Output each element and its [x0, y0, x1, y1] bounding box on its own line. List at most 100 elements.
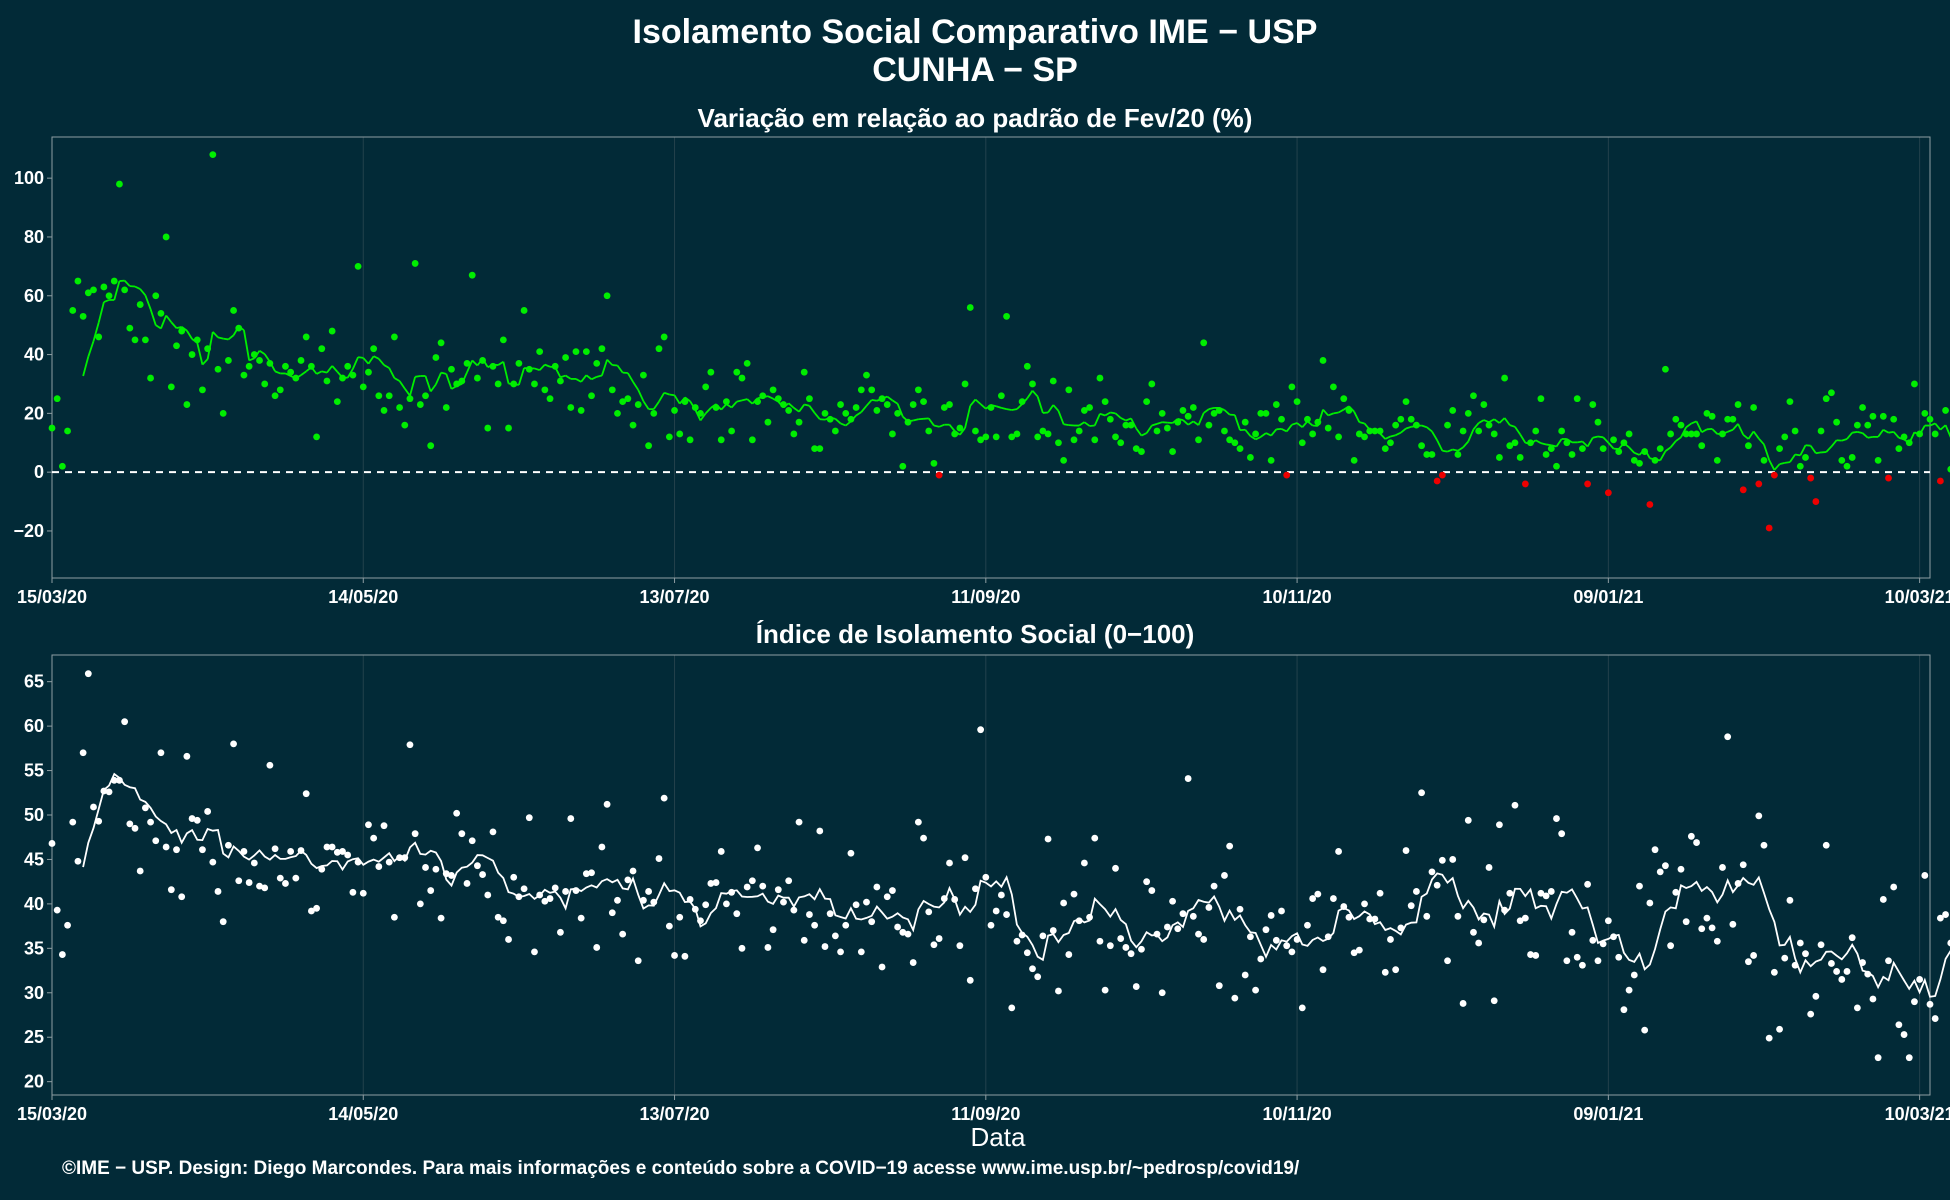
variation-point — [494, 380, 502, 388]
variation-point — [930, 459, 938, 467]
variation-point — [780, 401, 787, 408]
variation-trend-segment — [1104, 411, 1111, 417]
index-point — [1765, 1034, 1773, 1042]
variation-point — [1376, 427, 1384, 435]
variation-point — [1444, 421, 1451, 429]
variation-point — [598, 345, 606, 353]
variation-point — [1008, 433, 1016, 441]
variation-point — [64, 427, 71, 435]
index-point — [1874, 1054, 1882, 1062]
variation-point — [665, 433, 673, 441]
variation-point — [131, 336, 139, 344]
variation-point — [385, 392, 393, 400]
variation-point — [764, 418, 772, 426]
variation-trend-segment — [1120, 417, 1127, 422]
variation-point — [1547, 445, 1555, 453]
variation-point — [100, 283, 108, 291]
variation-point — [972, 427, 979, 435]
index-point — [873, 883, 881, 891]
variation-point — [287, 368, 295, 376]
index-point — [1257, 955, 1265, 963]
variation-point — [1703, 409, 1711, 417]
index-point — [956, 942, 964, 950]
index-x-tick-label: 09/01/21 — [1573, 1104, 1643, 1124]
variation-point — [95, 333, 103, 341]
index-point — [748, 877, 756, 885]
variation-point — [271, 392, 279, 400]
variation-point — [1200, 339, 1208, 347]
variation-point — [1112, 433, 1119, 441]
index-point — [453, 809, 461, 817]
index-point — [302, 790, 310, 798]
variation-point — [904, 418, 912, 426]
index-point — [1241, 971, 1249, 979]
variation-point — [1262, 409, 1270, 417]
index-point — [557, 928, 564, 936]
index-point — [1573, 953, 1581, 961]
index-point — [84, 670, 92, 678]
variation-point — [230, 307, 237, 314]
variation-point — [525, 365, 533, 373]
variation-point — [515, 359, 523, 367]
variation-trend-segment — [1141, 432, 1148, 437]
index-point — [743, 883, 751, 891]
index-point — [1895, 1021, 1903, 1029]
variation-trend-segment — [1779, 462, 1785, 466]
index-point — [1563, 957, 1571, 965]
variation-trend-segment — [393, 377, 401, 382]
variation-trend-segment — [1633, 452, 1640, 456]
variation-trend-segment — [1359, 421, 1365, 425]
variation-point — [1153, 427, 1161, 435]
index-point — [1179, 910, 1187, 918]
variation-point — [1770, 471, 1778, 479]
variation-point — [442, 404, 450, 411]
variation-trend-segment — [596, 374, 603, 378]
variation-point — [484, 424, 492, 432]
index-point — [665, 922, 673, 930]
index-point — [1464, 816, 1472, 824]
variation-y-tick-label: 40 — [24, 345, 44, 365]
variation-point — [899, 462, 907, 470]
index-point — [105, 788, 113, 796]
variation-point — [1496, 454, 1503, 461]
variation-point — [1371, 427, 1379, 435]
variation-point — [557, 377, 564, 385]
variation-trend-segment — [642, 400, 650, 410]
variation-trend-segment — [1737, 423, 1745, 436]
index-point — [598, 843, 606, 851]
variation-point — [1843, 462, 1851, 470]
variation-point — [868, 386, 876, 394]
index-point — [1781, 954, 1789, 962]
index-point — [422, 864, 429, 871]
index-point — [1278, 907, 1285, 915]
variation-trend-segment — [1270, 428, 1278, 437]
variation-trend-segment — [896, 403, 904, 418]
variation-point — [946, 401, 953, 408]
index-point — [1656, 868, 1664, 876]
variation-point — [1080, 407, 1088, 414]
variation-point — [847, 415, 855, 423]
index-point — [370, 834, 378, 842]
index-point — [432, 865, 440, 873]
variation-point — [1143, 398, 1151, 405]
index-point — [1641, 1026, 1649, 1034]
index-point — [1231, 994, 1239, 1002]
index-point — [1843, 968, 1851, 975]
index-point — [199, 846, 206, 854]
index-point — [847, 849, 855, 857]
variation-point — [785, 407, 793, 414]
variation-point — [1916, 430, 1924, 438]
index-point — [1833, 968, 1841, 975]
variation-trend-segment — [321, 370, 328, 374]
variation-trend-segment — [378, 358, 385, 366]
variation-trend-segment — [673, 394, 681, 405]
variation-trend-segment — [969, 398, 977, 407]
variation-point — [697, 409, 704, 417]
variation-point — [349, 371, 357, 379]
variation-trend-segment — [720, 403, 728, 411]
variation-trend-segment — [834, 418, 842, 425]
variation-trend-segment — [974, 398, 982, 405]
index-point — [359, 889, 367, 897]
variation-point — [1584, 480, 1592, 488]
variation-point — [188, 351, 196, 358]
